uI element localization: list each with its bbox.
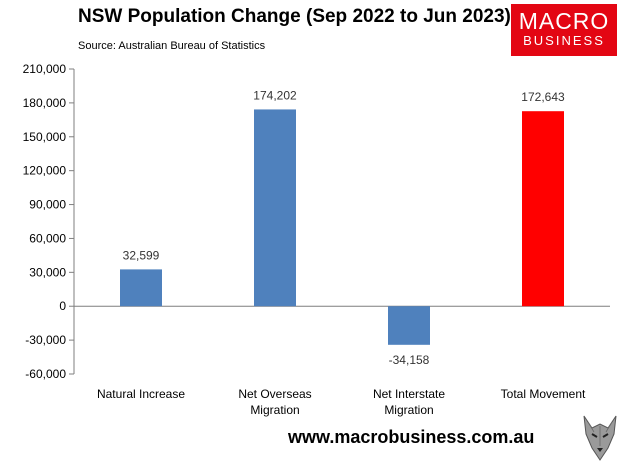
bar (120, 269, 162, 307)
y-tick-label: -30,000 (25, 333, 66, 347)
bar (522, 111, 564, 307)
y-tick-label: 30,000 (29, 265, 66, 279)
data-label: -34,158 (389, 353, 430, 367)
y-tick-label: 60,000 (29, 231, 66, 245)
x-category-label: Total Movement (501, 387, 586, 401)
x-category-label: Migration (250, 403, 299, 417)
macrobusiness-logo: MACRO BUSINESS (511, 4, 617, 56)
y-tick-label: 210,000 (23, 62, 67, 76)
x-category-label: Migration (384, 403, 433, 417)
wolf-logo-icon (583, 415, 617, 461)
website-url: www.macrobusiness.com.au (288, 427, 535, 447)
y-tick-label: 90,000 (29, 198, 66, 212)
x-category-label: Net Overseas (238, 387, 311, 401)
logo-line2: BUSINESS (523, 33, 605, 48)
logo-line1: MACRO (518, 8, 610, 34)
y-tick-label: 150,000 (23, 130, 67, 144)
bar (388, 306, 430, 345)
data-label: 174,202 (253, 88, 297, 102)
bar (254, 109, 296, 307)
y-tick-label: -60,000 (25, 367, 66, 381)
data-label: 32,599 (123, 248, 160, 262)
chart-title: NSW Population Change (Sep 2022 to Jun 2… (78, 6, 511, 27)
y-tick-label: 180,000 (23, 96, 67, 110)
x-category-label: Natural Increase (97, 387, 185, 401)
y-tick-label: 120,000 (23, 164, 67, 178)
y-tick-label: 0 (59, 299, 66, 313)
data-label: 172,643 (521, 90, 565, 104)
x-category-label: Net Interstate (373, 387, 445, 401)
source-note: Source: Australian Bureau of Statistics (78, 40, 266, 52)
